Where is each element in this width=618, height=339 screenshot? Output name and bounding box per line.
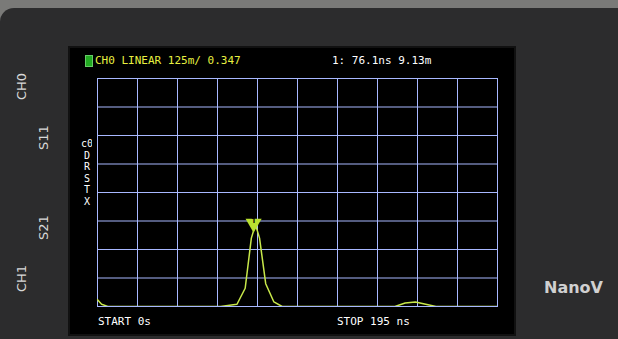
html-text:c0: c0 — [81, 138, 93, 149]
html-text:CH0: CH0 — [14, 72, 29, 100]
html-text:1: 76.1ns 9.13m: 1: 76.1ns 9.13m — [332, 54, 432, 67]
svg-text:1: 1 — [251, 214, 256, 225]
html-text:S11: S11 — [36, 125, 51, 150]
html-text:START 0s: START 0s — [98, 315, 151, 328]
html-text:S21: S21 — [36, 215, 51, 240]
html-text:CH0 LINEAR 125m/ 0.347: CH0 LINEAR 125m/ 0.347 — [95, 54, 241, 67]
html-text:S: S — [84, 172, 90, 184]
html-text:CH1: CH1 — [14, 264, 29, 292]
html-text:NanoV: NanoV — [544, 278, 603, 297]
html-text:R: R — [84, 161, 90, 172]
html-text:T: T — [84, 184, 90, 195]
html-text:STOP 195 ns: STOP 195 ns — [337, 315, 410, 328]
html-text:X: X — [84, 195, 90, 207]
html-text:D: D — [84, 149, 90, 161]
